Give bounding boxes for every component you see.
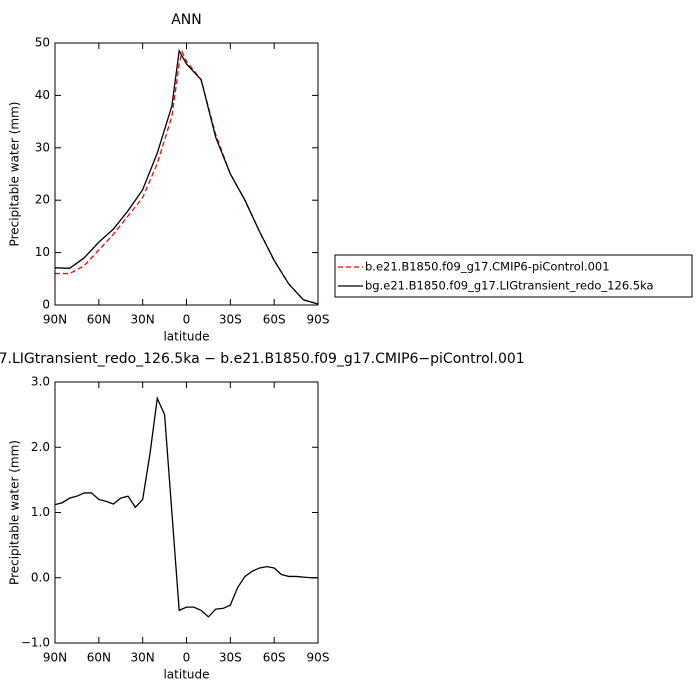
series-line xyxy=(55,49,319,305)
chart-title: ANN xyxy=(171,12,202,28)
x-tick-label: 90N xyxy=(43,651,67,665)
x-tick-label: 60S xyxy=(263,313,286,327)
plot-frame xyxy=(54,381,319,644)
legend-label: bg.e21.B1850.f09_g17.LIGtransient_redo_1… xyxy=(365,279,654,293)
y-tick-label: 2.0 xyxy=(31,440,50,454)
series-line xyxy=(54,395,318,618)
chart-title: bg.e21.B1850.f09_g17.LIGtransient_redo_1… xyxy=(0,351,525,367)
y-axis-label: Precipitable water (mm) xyxy=(8,440,22,585)
y-tick-label: 30 xyxy=(35,140,50,154)
x-tick-label: 0 xyxy=(183,313,191,327)
plot-frame xyxy=(54,42,319,306)
y-tick-label: 40 xyxy=(35,88,50,102)
x-tick-label: 90N xyxy=(43,313,67,327)
x-tick-label: 60N xyxy=(87,313,111,327)
y-axis-label: Precipitable water (mm) xyxy=(8,102,22,247)
x-tick-label: 30N xyxy=(131,313,155,327)
x-axis-label: latitude xyxy=(163,668,209,682)
y-tick-label: 20 xyxy=(35,193,50,207)
x-tick-label: 60S xyxy=(263,651,286,665)
y-tick-label: 1.0 xyxy=(31,505,50,519)
x-tick-label: 30S xyxy=(219,651,242,665)
x-axis-label: latitude xyxy=(163,330,209,344)
x-tick-label: 30N xyxy=(131,651,155,665)
y-tick-label: 10 xyxy=(35,245,50,259)
x-tick-label: 0 xyxy=(183,651,191,665)
x-tick-label: 60N xyxy=(87,651,111,665)
x-tick-label: 90S xyxy=(307,651,330,665)
x-tick-label: 90S xyxy=(307,313,330,327)
y-tick-label: 50 xyxy=(35,36,50,50)
x-tick-label: 30S xyxy=(219,313,242,327)
y-tick-label: −1.0 xyxy=(21,636,50,650)
y-tick-label: 0.0 xyxy=(31,570,50,584)
series-line xyxy=(54,48,319,305)
y-tick-label: 0 xyxy=(42,298,50,312)
legend-label: b.e21.B1850.f09_g17.CMIP6-piControl.001 xyxy=(365,260,610,274)
y-tick-label: 3.0 xyxy=(31,375,50,389)
legend-box xyxy=(334,254,693,298)
